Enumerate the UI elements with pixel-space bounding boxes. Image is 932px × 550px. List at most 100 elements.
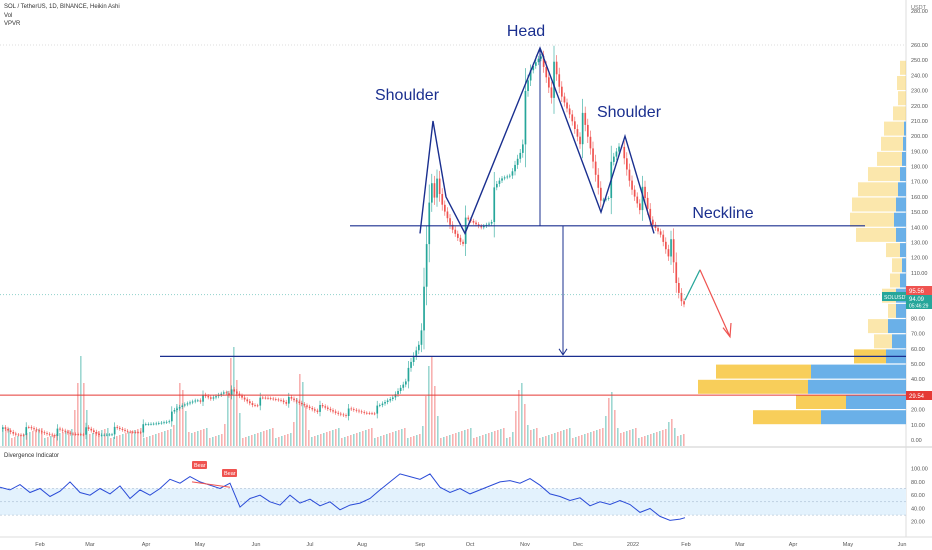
volume-bar xyxy=(164,431,166,446)
volume-bar xyxy=(137,429,139,446)
candle-body xyxy=(342,414,345,416)
candle-body xyxy=(207,396,210,398)
vpvr-bar-up xyxy=(894,212,906,227)
candle-body xyxy=(163,422,165,424)
candle-body xyxy=(191,401,194,403)
volume-bar xyxy=(554,433,556,446)
price-tick-label: 260.00 xyxy=(911,43,928,49)
time-tick-label: May xyxy=(195,542,206,548)
candle-body xyxy=(189,402,191,404)
volume-bar xyxy=(617,428,619,446)
volume-bar xyxy=(431,356,433,446)
candle-body xyxy=(602,199,605,201)
candle-body xyxy=(106,434,108,436)
volume-bar xyxy=(233,347,235,446)
candle-body xyxy=(451,224,454,230)
candle-body xyxy=(126,430,129,432)
candle-body xyxy=(168,421,171,423)
candle-body xyxy=(657,228,659,232)
volume-bar xyxy=(560,431,562,446)
vpvr-bar-down xyxy=(897,76,906,90)
candle-body xyxy=(360,411,363,413)
volume-bar xyxy=(605,416,607,446)
volume-bar xyxy=(182,390,184,446)
volume-bar xyxy=(398,430,400,446)
candle-body xyxy=(228,393,230,396)
volume-bar xyxy=(74,410,76,446)
vpvr-bar-down xyxy=(888,303,896,318)
volume-bar xyxy=(548,435,550,446)
candle-body xyxy=(568,108,571,115)
volume-bar xyxy=(614,410,616,446)
volume-bar xyxy=(83,383,85,446)
volume-bar xyxy=(116,436,118,446)
candle-body xyxy=(246,399,249,402)
candle-body xyxy=(15,433,17,435)
volume-bar xyxy=(125,433,127,446)
volume-bar xyxy=(653,433,655,446)
candle-body xyxy=(397,391,399,395)
time-tick-label: 2022 xyxy=(627,542,639,548)
volume-bar xyxy=(119,435,121,446)
volume-bar xyxy=(287,434,289,446)
volume-bar xyxy=(359,432,361,446)
volume-bar xyxy=(635,428,637,446)
candle-body xyxy=(186,403,189,405)
vpvr-bar-up xyxy=(902,258,906,273)
price-tick-label: 70.00 xyxy=(911,332,925,338)
candle-body xyxy=(176,408,178,410)
candle-body xyxy=(139,432,142,434)
volume-bar xyxy=(512,432,514,446)
candle-body xyxy=(355,409,358,411)
price-tick-label: 210.00 xyxy=(911,119,928,125)
volume-indicator-label[interactable]: Vol xyxy=(4,13,13,19)
candle-body xyxy=(587,124,589,137)
time-tick-label: Dec xyxy=(573,542,583,548)
candle-body xyxy=(527,80,529,91)
volume-bar xyxy=(482,435,484,446)
volume-bar xyxy=(113,437,115,446)
price-tick-label: 170.00 xyxy=(911,180,928,186)
volume-bar xyxy=(335,429,337,446)
candle-body xyxy=(454,229,457,234)
candle-body xyxy=(132,431,134,433)
candle-body xyxy=(597,174,600,188)
volume-bar xyxy=(620,433,622,446)
candle-body xyxy=(285,402,288,404)
volume-bar xyxy=(362,431,364,446)
price-tick-label: 130.00 xyxy=(911,241,928,247)
time-tick-label: Apr xyxy=(142,542,151,548)
candle-body xyxy=(532,65,535,71)
candle-body xyxy=(498,180,501,184)
volume-bar xyxy=(326,432,328,446)
candle-body xyxy=(472,220,475,223)
volume-bar xyxy=(578,436,580,446)
volume-bar xyxy=(266,430,268,446)
candle-body xyxy=(522,144,524,153)
candle-body xyxy=(618,146,620,152)
volume-bar xyxy=(530,430,532,446)
candle-body xyxy=(509,175,511,177)
volume-bar xyxy=(41,428,43,446)
volume-bar xyxy=(488,433,490,446)
volume-bar xyxy=(224,424,226,446)
oscillator-line xyxy=(0,473,686,521)
candle-body xyxy=(506,176,509,178)
volume-bar xyxy=(485,434,487,446)
vpvr-indicator-label[interactable]: VPVR xyxy=(4,21,21,27)
volume-bar xyxy=(503,428,505,446)
candle-body xyxy=(623,146,626,159)
volume-bar xyxy=(314,436,316,446)
volume-bar xyxy=(26,433,28,446)
volume-bar xyxy=(395,431,397,446)
volume-bar xyxy=(71,429,73,446)
candle-body xyxy=(483,226,485,228)
volume-bar xyxy=(608,398,610,446)
vpvr-bar-down xyxy=(890,273,900,288)
volume-bar xyxy=(203,429,205,446)
volume-bar xyxy=(506,438,508,446)
candle-body xyxy=(72,433,74,435)
volume-bar xyxy=(170,429,172,446)
price-tick-label: 120.00 xyxy=(911,256,928,262)
